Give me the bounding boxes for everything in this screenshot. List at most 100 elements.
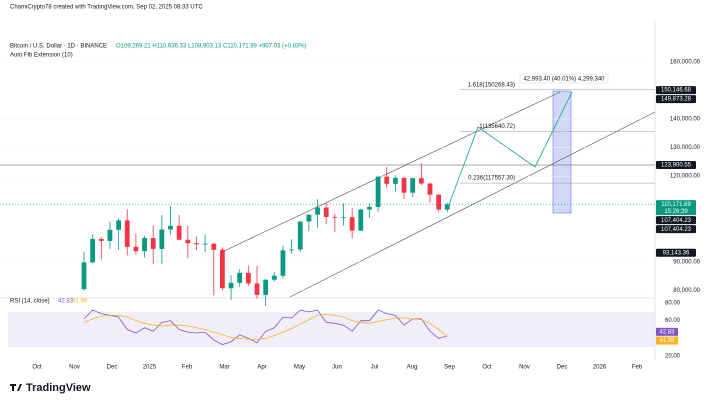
price-badge: [656, 160, 696, 169]
x-tick-label: Apr: [257, 365, 266, 371]
candle-body: [297, 221, 303, 250]
indicator: Auto Fib Extension (10): [10, 53, 73, 59]
x-tick-label: Aug: [407, 365, 418, 371]
candle-body: [116, 220, 121, 230]
candle-body: [375, 176, 381, 207]
x-tick-label: May: [294, 365, 305, 371]
candle-body: [159, 229, 165, 249]
rsi-badge: [656, 336, 678, 345]
rsi-title: RSI (14, close): [10, 299, 50, 305]
candle-body: [168, 225, 173, 230]
price-badge-label: 123,900.55: [661, 163, 692, 169]
y-tick-label: 120,000.00: [670, 174, 701, 180]
rsi-badge: [656, 327, 678, 336]
x-tick-label: 2026: [593, 365, 607, 371]
candle-body: [220, 249, 225, 289]
candle-body: [254, 283, 260, 295]
candle-body: [245, 272, 251, 284]
candle-body: [194, 243, 199, 245]
y-tick-label: 90,000.00: [673, 259, 700, 265]
price-badge-label: 93,143.36: [663, 250, 690, 256]
price-badge: [656, 200, 696, 216]
credit: ChamiCrypto78 created with TradingView.c…: [10, 5, 203, 11]
candle-body: [133, 246, 139, 252]
candle-body: [367, 206, 372, 210]
candle-body: [384, 176, 390, 184]
candle-body: [393, 177, 398, 184]
range-note: 42,993.40 (40.01%) 4,299,340: [523, 77, 605, 83]
x-tick-label: Dec: [557, 365, 568, 371]
price-badge: [656, 248, 696, 257]
candle-body: [271, 275, 277, 280]
candle-body: [98, 238, 104, 241]
x-tick-label: Feb: [632, 365, 643, 371]
fib-label: 0.236(117557.30): [468, 176, 515, 182]
range-note-bg: [519, 73, 609, 84]
candle-body: [142, 238, 147, 252]
price-badge-label: 110,171.89: [661, 202, 691, 208]
candle-body: [323, 207, 329, 217]
price-badge-label: 150,146.68: [661, 88, 692, 94]
symbol: Bitcoin / U.S. Dollar · 1D · BINANCE: [10, 44, 107, 50]
x-tick-label: Dec: [107, 365, 118, 371]
candle-body: [332, 216, 338, 218]
x-tick-label: 2025: [143, 365, 157, 371]
rsi-value: 42.83: [58, 299, 74, 305]
candle-body: [418, 178, 424, 184]
candle-body: [211, 243, 217, 250]
price-badge-label: 149,873.28: [661, 97, 692, 103]
candle-body: [176, 225, 182, 240]
x-tick-label: Nov: [519, 365, 530, 371]
rsi-badge-label: 42.83: [659, 329, 675, 335]
rsi-line: [83, 309, 448, 345]
x-tick-label: Nov: [69, 365, 80, 371]
candle-body: [341, 217, 346, 219]
fib-label: 1.618(150268.43): [468, 82, 515, 88]
y-tick-label: 160,000.00: [670, 60, 701, 66]
candle-body: [444, 204, 450, 210]
candle-body: [427, 183, 433, 195]
rsi-tick-label: 80.00: [665, 301, 681, 307]
rsi-value: 41.98: [72, 299, 88, 305]
candle-body: [228, 282, 234, 289]
rsi-band: [8, 311, 655, 348]
candle-body: [124, 220, 130, 247]
logo: TradingView: [10, 382, 91, 394]
candle-body: [410, 178, 416, 193]
price-badge-time: 15:26:39: [664, 209, 688, 215]
price-badge: [656, 216, 696, 225]
y-tick-label: 130,000.00: [670, 145, 701, 151]
price-badge: [656, 86, 696, 95]
y-tick-label: 140,000.00: [670, 117, 701, 123]
x-tick-label: Sep: [444, 365, 455, 371]
price-badge-label: 107,404.23: [661, 227, 692, 233]
ohlc: O109,269.21 H110,636.33 L108,903.13 C110…: [116, 44, 307, 50]
range-box: [552, 90, 572, 214]
candle-body: [289, 249, 294, 251]
channel-lower: [289, 111, 656, 298]
candle-body: [185, 239, 191, 244]
rsi-tick-label: 60.00: [665, 318, 681, 324]
projection-path: [446, 91, 573, 211]
rsi-tick-label: 20.00: [665, 354, 681, 360]
candle-body: [349, 217, 355, 231]
candle-body: [150, 238, 156, 249]
y-tick-label: 80,000.00: [673, 288, 700, 294]
x-tick-label: Feb: [182, 365, 193, 371]
candle-body: [401, 177, 407, 193]
rsi-line: [83, 314, 448, 340]
candle-body: [81, 262, 87, 290]
candle-body: [280, 250, 286, 276]
x-tick-label: Oct: [482, 365, 492, 371]
price-badge-label: 107,404.23: [661, 218, 692, 224]
candle-body: [358, 209, 364, 231]
candle-body: [107, 229, 113, 241]
candle-body: [436, 194, 442, 210]
x-tick-label: Oct: [32, 365, 42, 371]
price-badge: [656, 225, 696, 234]
candle-body: [306, 214, 312, 222]
logo-text: TradingView: [26, 382, 91, 394]
rsi-badge-label: 41.98: [659, 338, 675, 344]
